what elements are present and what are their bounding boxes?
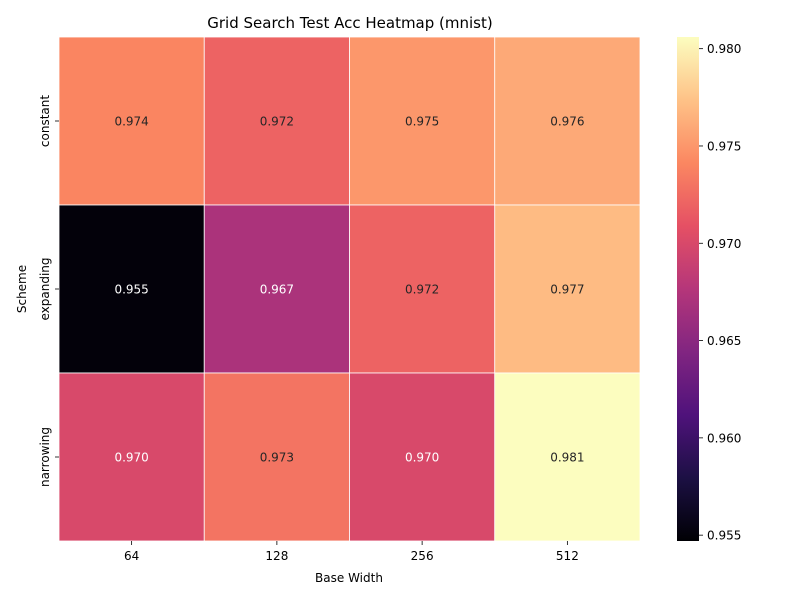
heatmap-cells: 0.974 0.972 0.975 0.976 0.955 0.967 0.972 0.977…: [58, 36, 641, 542]
x-axis-label: Base Width: [315, 571, 383, 585]
heatmap-cell: [494, 372, 641, 542]
heatmap-cell: [203, 36, 350, 206]
x-tick-label: 512: [556, 549, 579, 563]
cell-value-label: 0.967: [260, 283, 294, 297]
y-tick-label: expanding: [38, 257, 52, 320]
heatmap-cell: [349, 204, 496, 374]
cell-value-label: 0.974: [114, 115, 148, 129]
colorbar-tick-label: 0.960: [707, 431, 741, 445]
heatmap-cell: [203, 372, 350, 542]
colorbar-tick-label: 0.965: [707, 334, 741, 348]
cell-value-label: 0.955: [114, 283, 148, 297]
x-tick-label: 64: [124, 549, 139, 563]
x-tick-label: 256: [411, 549, 434, 563]
heatmap-cell: [203, 204, 350, 374]
colorbar: 0.955 0.960 0.965 0.970 0.975 0.980: [677, 37, 741, 543]
heatmap-cell: [349, 36, 496, 206]
cell-value-label: 0.972: [260, 115, 294, 129]
y-tick-label: narrowing: [38, 427, 52, 487]
cell-value-label: 0.972: [405, 283, 439, 297]
y-tick-label: constant: [38, 95, 52, 147]
colorbar-tick-label: 0.970: [707, 237, 741, 251]
cell-value-label: 0.970: [114, 451, 148, 465]
cell-value-label: 0.981: [550, 451, 584, 465]
cell-value-label: 0.973: [260, 451, 294, 465]
cell-value-label: 0.970: [405, 451, 439, 465]
colorbar-tick-label: 0.980: [707, 42, 741, 56]
colorbar-tick-label: 0.955: [707, 529, 741, 543]
cell-value-label: 0.976: [550, 115, 584, 129]
colorbar-tick-label: 0.975: [707, 139, 741, 153]
x-axis: 64 128 256 512: [124, 541, 579, 563]
y-axis: constant expanding narrowing: [38, 95, 59, 487]
colorbar-gradient: [677, 37, 699, 541]
heatmap-cell: [494, 36, 641, 206]
cell-value-label: 0.975: [405, 115, 439, 129]
y-axis-label: Scheme: [15, 265, 29, 313]
chart-title: Grid Search Test Acc Heatmap (mnist): [207, 14, 492, 32]
heatmap-cell: [494, 204, 641, 374]
cell-value-label: 0.977: [550, 283, 584, 297]
heatmap-cell: [58, 204, 205, 374]
x-tick-label: 128: [265, 549, 288, 563]
colorbar-ticks: 0.955 0.960 0.965 0.970 0.975 0.980: [699, 42, 741, 543]
heatmap-cell: [58, 36, 205, 206]
